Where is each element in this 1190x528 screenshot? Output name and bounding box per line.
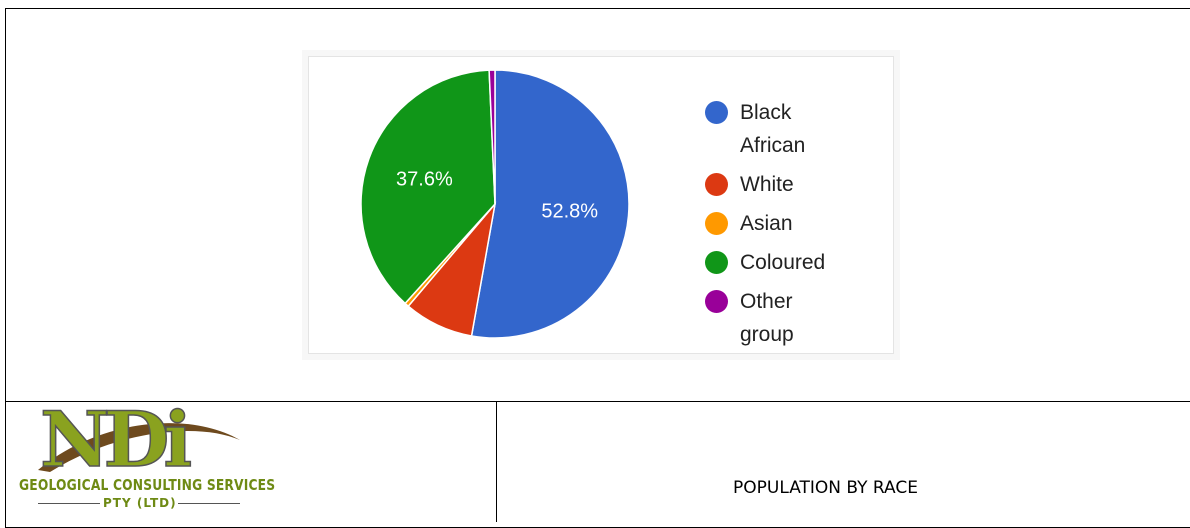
logo-swoosh [38, 423, 240, 472]
caption: POPULATION BY RACE [733, 478, 918, 498]
legend-label: Asian [740, 212, 793, 235]
pie-chart: 52.8% 37.6% [360, 69, 630, 339]
logo-rule [178, 503, 240, 504]
pie-slice [488, 69, 496, 205]
legend-swatch [705, 212, 728, 235]
logo-rule [38, 503, 100, 504]
data-label: 37.6% [396, 169, 453, 191]
legend: Black African White Asian Coloured Other gro… [705, 96, 885, 357]
swoosh [38, 423, 240, 472]
column-divider [496, 401, 497, 522]
legend-swatch [705, 290, 728, 313]
legend-item: Coloured [705, 246, 885, 279]
data-label: 52.8% [541, 201, 598, 223]
legend-label: White [740, 173, 794, 196]
legend-item: White [705, 168, 885, 201]
legend-item: Other group [705, 285, 885, 351]
legend-swatch [705, 101, 728, 124]
legend-swatch [705, 173, 728, 196]
logo-sub: PTY (LTD) [103, 496, 177, 510]
row-divider [5, 401, 1190, 402]
legend-label: Other group [740, 290, 794, 346]
legend-swatch [705, 251, 728, 274]
legend-item: Asian [705, 207, 885, 240]
legend-item: Black African [705, 96, 885, 162]
pie-slice [470, 69, 630, 339]
logo-mark: NDi [39, 394, 193, 485]
pie-slice [360, 69, 496, 305]
logo-name: GEOLOGICAL CONSULTING SERVICES [19, 476, 276, 494]
legend-label: Black African [740, 101, 806, 157]
legend-label: Coloured [740, 251, 826, 274]
